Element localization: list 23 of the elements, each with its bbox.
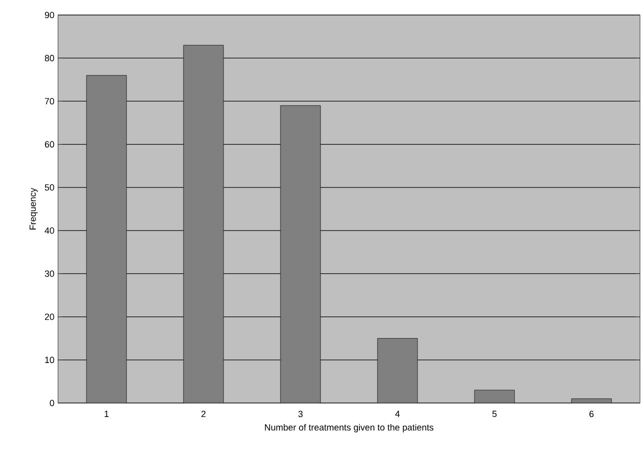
x-tick-label: 1 [104,410,109,417]
x-tick-label: 3 [298,410,303,418]
y-tick-label: 80 [44,54,54,62]
y-tick-label: 70 [44,98,54,104]
y-tick-label: 50 [44,184,54,191]
y-tick-label: 90 [44,12,54,18]
bar [377,338,418,403]
y-tick-label: 20 [44,314,54,320]
bar [183,44,224,403]
y-tick-label: 10 [45,356,54,364]
y-axis-title: Frequency [30,188,38,230]
bar [474,390,515,403]
y-tick-label: 30 [44,270,54,277]
x-tick-label: 2 [201,410,206,418]
x-axis-title: Number of treatments given to the patients [265,424,434,432]
x-tick-label: 5 [492,410,497,418]
x-tick-label: 4 [395,410,400,417]
y-tick-label: 60 [44,141,54,148]
bar [86,75,127,403]
y-tick-label: 0 [50,400,54,406]
x-tick-label: 6 [589,410,594,418]
y-tick-label: 40 [44,227,54,234]
bar [280,105,321,403]
